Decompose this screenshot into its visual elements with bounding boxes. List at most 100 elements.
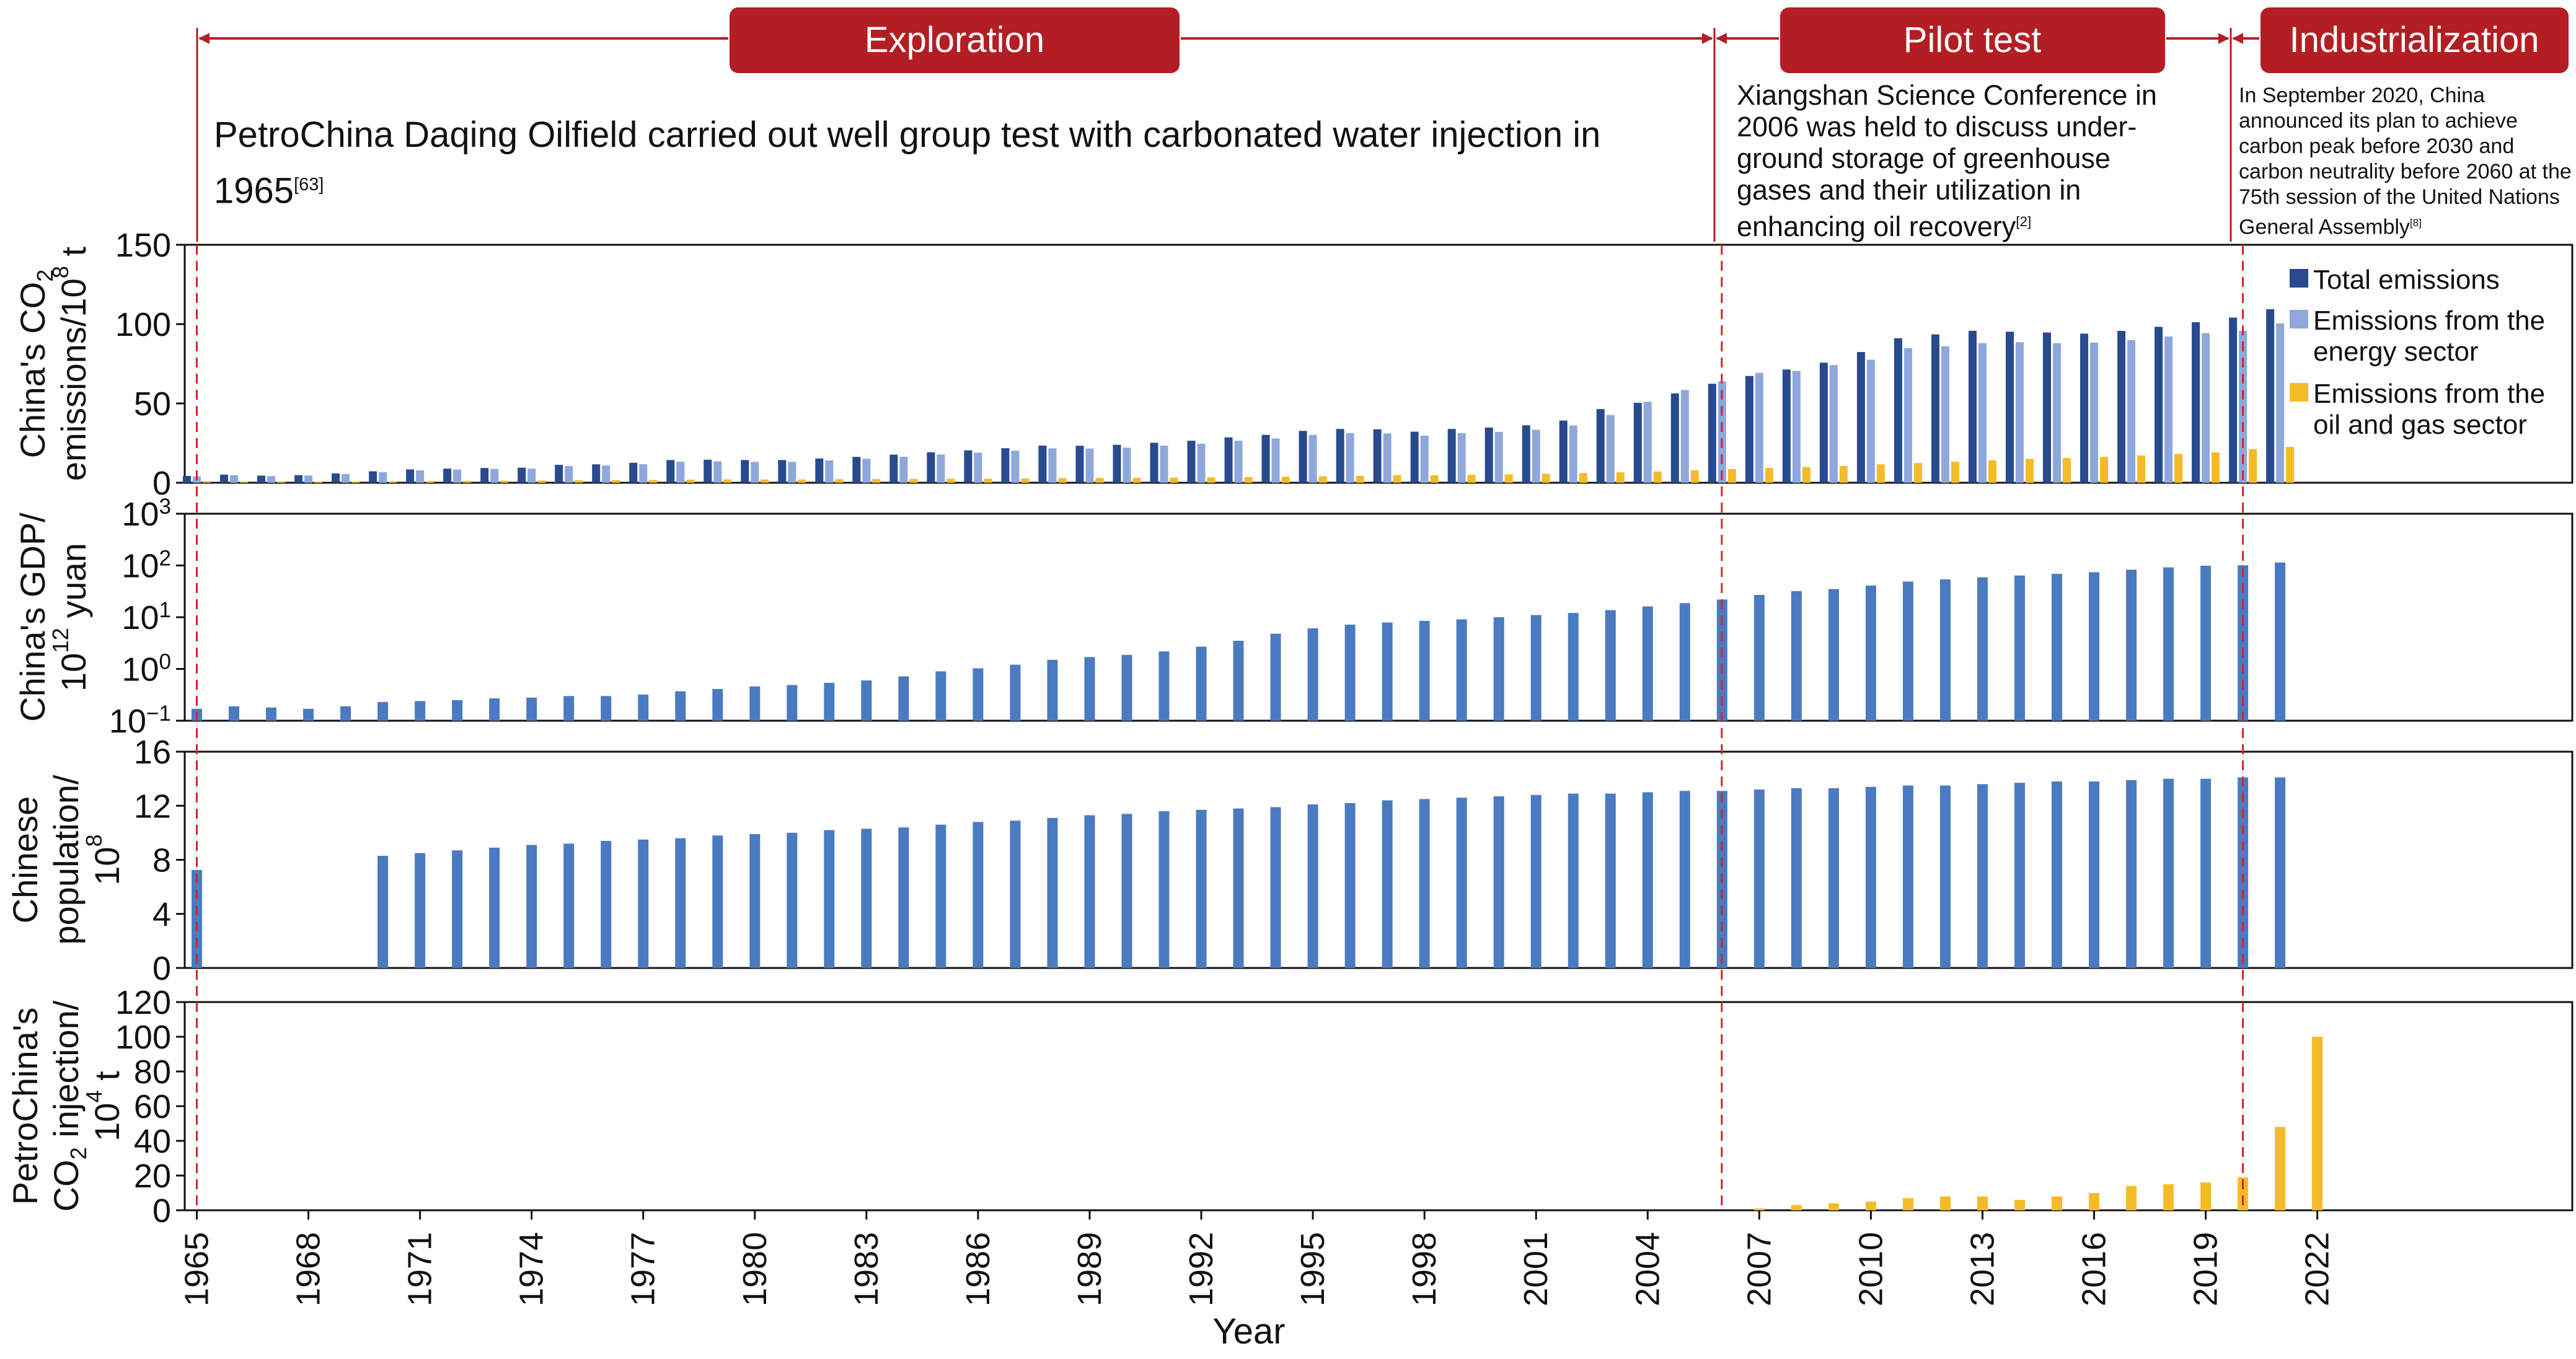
y-tick-label: 100 [115,306,171,343]
x-tick-label: 2007 [1740,1232,1778,1306]
bar [629,462,638,483]
bar [1568,613,1579,721]
bar [277,482,286,483]
x-tick-label: 1971 [402,1232,439,1306]
bar [1299,431,1307,483]
bar [1467,475,1476,483]
bar [1084,657,1095,721]
y-tick-label: 60 [134,1088,171,1125]
bar [909,478,918,483]
bar [1085,448,1094,483]
y-axis-label: 104 t [81,1071,126,1141]
bar [1605,610,1616,721]
panel-frame [183,750,2574,969]
bar [1010,664,1021,721]
bar [1653,471,1662,483]
bar [973,668,984,721]
bar [1123,447,1131,483]
bar [935,671,946,721]
bar [861,680,872,721]
bar [1866,359,1875,483]
bar [2238,1177,2249,1210]
bar [1318,476,1327,483]
bar [1197,444,1206,483]
y-tick-label: 16 [134,734,171,771]
bar [1865,786,1876,968]
bar [1382,622,1393,721]
bar [1951,461,1959,483]
bar [2100,457,2109,483]
bar [526,845,537,968]
bar [463,480,472,483]
bar [751,462,759,483]
bar [1244,477,1253,483]
y-axis-label: CO2 injection/ [46,1000,92,1212]
bar [1261,434,1270,483]
bar [1876,464,1885,483]
bar [1530,615,1542,721]
x-tick-label: 1968 [290,1232,327,1306]
bar [1420,435,1429,483]
bar [2053,343,2061,483]
x-tick-label: 1977 [625,1232,662,1306]
bar [1902,581,1913,721]
bar [240,482,249,483]
bar [1383,433,1392,483]
bar [1988,460,1996,483]
bar [1150,442,1158,483]
bar [601,840,612,968]
bar [1233,808,1244,968]
x-tick-label: 1992 [1183,1232,1220,1306]
bar [1493,796,1504,968]
bar [1839,465,1848,483]
y-axis-label: China's GDP/ [13,512,52,722]
legend-label: energy sector [2313,336,2479,367]
exploration-phase-box [730,7,1180,73]
panel-frame [183,512,2574,722]
bar [1281,477,1290,483]
bar [1084,815,1095,968]
bar [518,467,526,483]
bar [314,482,323,483]
y-tick-label: 150 [115,227,171,264]
bar [861,829,872,968]
y-tick-label: 100 [115,1019,171,1056]
bar [294,475,303,483]
bar [1494,431,1503,483]
bar [2117,331,2126,483]
bar [1382,800,1393,968]
bar [1716,599,1727,721]
bar [1207,477,1215,483]
x-tick-label: 2019 [2187,1232,2225,1306]
bar [1542,473,1550,483]
bar [342,473,350,483]
panel-frame [183,1001,2574,1212]
x-tick-label: 1998 [1406,1232,1443,1306]
y-axis-label: emissions/108 t [48,246,93,481]
legend-swatch [2290,383,2308,402]
bar [974,452,982,483]
bar [1393,475,1401,483]
y-axis-label: 108 [81,834,126,886]
bar [489,698,500,721]
bar [898,676,909,721]
bar [1160,446,1168,483]
bar [2275,1127,2286,1210]
bar [2014,575,2025,721]
bar [835,479,844,483]
bar [1048,448,1057,483]
bar [1727,468,1736,483]
bar [741,460,749,483]
bar [2164,336,2173,483]
bar [1753,789,1765,968]
bar [2137,455,2146,483]
y-axis-label: China's CO2 [13,270,58,459]
bar [2014,783,2025,968]
bar [1113,444,1121,483]
bar [601,696,612,721]
bar [1765,468,1773,483]
y-tick-label: 50 [134,385,171,423]
bar [2015,342,2024,483]
bar [798,479,806,483]
y-tick-label: 20 [134,1158,171,1195]
